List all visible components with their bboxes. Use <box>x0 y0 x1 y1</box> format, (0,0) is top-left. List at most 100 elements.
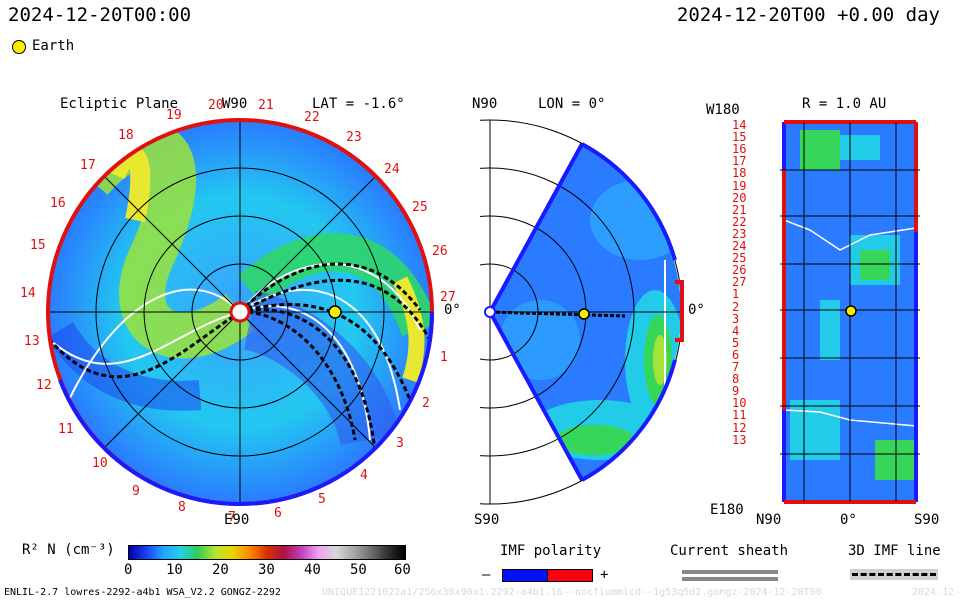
timestamp-right: 2024-12-20T00 +0.00 day <box>676 4 940 26</box>
sphere-row-label: 14 <box>732 118 747 132</box>
sphere-row-label: 25 <box>732 251 747 266</box>
sphere-top-left-label: W180 <box>706 102 740 118</box>
colorbar-tick: 30 <box>258 562 275 578</box>
carrington-label: 27 <box>440 290 456 305</box>
footer-date: 2024-12-21 <box>912 587 960 598</box>
carrington-label: 3 <box>396 436 404 451</box>
imf-positive-swatch <box>547 569 593 582</box>
density-colorbar <box>128 545 406 560</box>
sphere-row-label: 27 <box>732 275 747 290</box>
carrington-label: 18 <box>118 128 134 143</box>
ecliptic-title: Ecliptic Plane <box>60 96 179 112</box>
carrington-label: 14 <box>20 286 36 301</box>
carrington-label: 6 <box>274 506 282 521</box>
sphere-row-label: 16 <box>732 142 747 157</box>
ecliptic-top-label: W90 <box>222 96 248 112</box>
sphere-row-label: 20 <box>732 190 747 205</box>
imf-negative-swatch <box>502 569 548 582</box>
imf-line-title: 3D IMF line <box>848 543 941 559</box>
sphere-row-label: 10 <box>732 396 747 411</box>
sphere-x-label-s90: S90 <box>914 512 940 528</box>
colorbar-tick: 10 <box>166 562 183 578</box>
meridional-top-label: N90 <box>472 96 498 112</box>
sphere-row-label: 1 <box>732 287 740 302</box>
sphere-row-label: 22 <box>732 214 747 229</box>
meridional-bottom-label: S90 <box>474 512 500 528</box>
colorbar-tick: 50 <box>350 562 367 578</box>
sphere-bottom-left-label: E180 <box>710 502 744 518</box>
current-sheath-title: Current sheath <box>670 543 789 559</box>
ecliptic-right-label: 0° <box>444 302 461 318</box>
sphere-row-label: 9 <box>732 384 740 399</box>
current-sheath-line <box>682 570 778 574</box>
footer-run-id: UNIQUE1221022a1/256x30x90x1.2292-a4b1.16… <box>322 587 822 598</box>
sphere-row-label: 4 <box>732 323 740 338</box>
carrington-label: 20 <box>208 98 224 113</box>
sphere-row-label: 18 <box>732 166 747 181</box>
sphere-row-label: 2 <box>732 299 740 314</box>
sphere-row-label: 7 <box>732 360 740 374</box>
earth-position-meridional <box>578 308 590 320</box>
sphere-row-label: 24 <box>732 239 747 253</box>
carrington-label: 16 <box>50 196 66 211</box>
carrington-label: 9 <box>132 484 140 499</box>
earth-position-ecliptic <box>328 305 342 319</box>
sphere-row-label: 8 <box>732 372 740 387</box>
current-sheath-line <box>682 577 778 581</box>
colorbar-label: R² N (cm⁻³) <box>22 542 115 558</box>
imf-polarity-title: IMF polarity <box>500 543 602 559</box>
carrington-label: 23 <box>346 130 362 145</box>
carrington-label: 13 <box>24 334 40 349</box>
meridional-right-label: 0° <box>688 302 705 318</box>
ecliptic-lat-label: LAT = -1.6° <box>312 96 405 112</box>
sphere-row-label: 17 <box>732 154 747 169</box>
sphere-row-label: 23 <box>732 226 747 241</box>
sphere-row-label: 11 <box>732 408 747 423</box>
ecliptic-bottom-label: E90 <box>224 512 250 528</box>
earth-position-sphere <box>845 305 857 317</box>
carrington-label: 8 <box>178 500 186 515</box>
carrington-label: 26 <box>432 244 448 259</box>
carrington-label: 22 <box>304 110 320 125</box>
carrington-label: 1 <box>440 350 448 365</box>
earth-marker-icon <box>12 40 26 54</box>
sphere-row-label: 19 <box>732 178 747 193</box>
carrington-label: 5 <box>318 492 326 507</box>
carrington-label: 2 <box>422 396 430 411</box>
carrington-label: 19 <box>166 108 182 123</box>
sphere-row-label: 3 <box>732 311 740 326</box>
sphere-x-label-0: 0° <box>840 512 857 528</box>
carrington-label: 15 <box>30 238 46 253</box>
carrington-label: 12 <box>36 378 52 393</box>
sphere-x-label-n90: N90 <box>756 512 782 528</box>
carrington-label: 17 <box>80 158 96 173</box>
colorbar-tick: 0 <box>124 562 133 578</box>
sphere-row-label: 15 <box>732 130 747 145</box>
imf-minus-label: – <box>482 567 491 583</box>
earth-legend-label: Earth <box>32 38 75 54</box>
footer-model-info: ENLIL-2.7 lowres-2292-a4b1 WSA_V2.2 GONG… <box>4 587 281 598</box>
imf-line-sample <box>852 573 936 576</box>
carrington-label: 24 <box>384 162 400 177</box>
carrington-label: 21 <box>258 98 274 113</box>
sphere-title: R = 1.0 AU <box>802 96 887 112</box>
carrington-label: 25 <box>412 200 428 215</box>
sphere-row-label: 6 <box>732 347 740 362</box>
sphere-row-label: 21 <box>732 202 747 217</box>
sphere-row-label: 12 <box>732 420 747 435</box>
colorbar-tick: 40 <box>304 562 321 578</box>
timestamp-left: 2024-12-20T00:00 <box>8 4 192 26</box>
sphere-row-label: 26 <box>732 263 747 278</box>
sphere-row-label: 13 <box>732 432 747 447</box>
carrington-label: 7 <box>228 510 236 525</box>
carrington-label: 4 <box>360 468 368 483</box>
meridional-plot <box>480 119 684 505</box>
carrington-label: 10 <box>92 456 108 471</box>
sphere-plot <box>780 120 920 504</box>
colorbar-tick: 60 <box>394 562 411 578</box>
imf-plus-label: + <box>600 567 609 583</box>
colorbar-tick: 20 <box>212 562 229 578</box>
carrington-label: 11 <box>58 422 74 437</box>
meridional-title: LON = 0° <box>538 96 606 112</box>
